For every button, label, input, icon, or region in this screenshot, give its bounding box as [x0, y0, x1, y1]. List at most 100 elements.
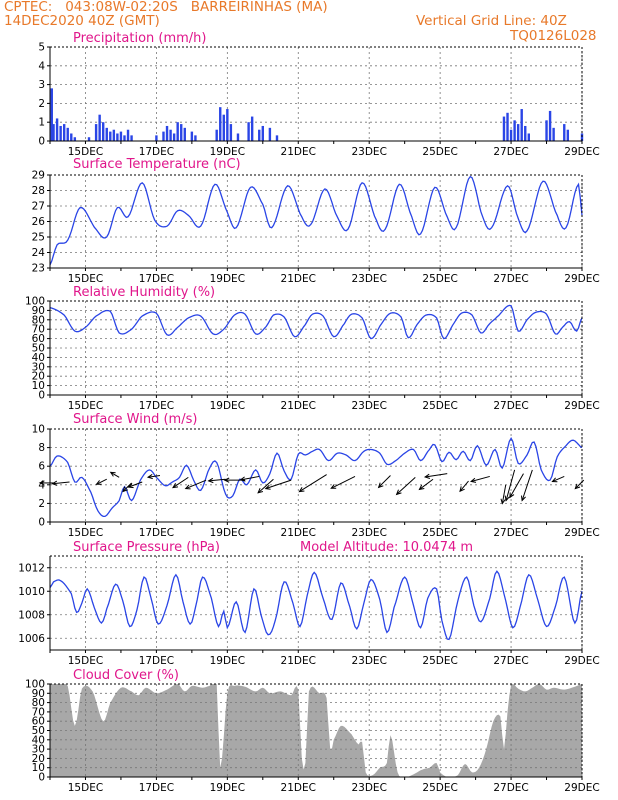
wind-arrow-head — [172, 483, 179, 489]
y-tick-label: 10 — [32, 380, 45, 392]
y-tick-label: 70 — [32, 324, 45, 336]
precip-bar — [155, 135, 158, 141]
series-line — [49, 304, 583, 340]
wind-arrow — [552, 475, 565, 482]
header-date: 14DEC2020 40Z (GMT) — [4, 13, 160, 29]
y-tick-label: 30 — [32, 361, 45, 373]
precip-bar — [215, 129, 218, 141]
wind-arrow-head — [264, 484, 271, 490]
precip-bar — [563, 124, 566, 141]
x-tick-label: 19DEC — [210, 782, 245, 794]
wind-arrow — [185, 479, 207, 490]
precip-bar — [194, 135, 197, 141]
x-tick-label: 25DEC — [422, 146, 457, 158]
wind-arrow-head — [38, 480, 45, 486]
panel-title: Cloud Cover (%) — [73, 668, 179, 683]
precip-bar — [73, 137, 77, 141]
x-tick-label: 15DEC — [68, 527, 103, 539]
wind-arrow-head — [551, 477, 558, 483]
wind-arrow-head — [459, 486, 465, 493]
x-tick-label: 21DEC — [281, 400, 316, 412]
y-tick-label: 100 — [25, 679, 45, 691]
wind-arrow — [122, 482, 132, 492]
x-tick-label: 17DEC — [139, 527, 174, 539]
panel-4: Surface Wind (m/s) 0 2 4 6 8 10 15DEC 17DEC 19DEC… — [32, 412, 600, 539]
y-tick-label: 5 — [38, 42, 45, 54]
wind-arrow — [501, 484, 507, 504]
x-tick-label: 25DEC — [422, 527, 457, 539]
y-tick-label: 1006 — [18, 633, 45, 645]
precip-bar — [548, 110, 552, 141]
wind-arrow — [470, 475, 490, 483]
x-tick-label: 29DEC — [564, 400, 599, 412]
x-tick-label: 23DEC — [351, 146, 386, 158]
x-tick-label: 17DEC — [139, 400, 174, 412]
wind-arrow-head — [223, 477, 230, 483]
x-tick-label: 15DEC — [68, 273, 103, 285]
y-tick-label: 50 — [32, 725, 45, 737]
precip-bar — [506, 112, 509, 141]
precip-bar — [250, 116, 254, 141]
wind-arrow — [172, 476, 189, 488]
wind-arrow-head — [184, 484, 191, 490]
y-tick-label: 0 — [38, 390, 45, 402]
panel-2: Surface Temperature (nC) 23 24 25 26 27 28 29 15… — [32, 157, 600, 285]
y-tick-label: 4 — [38, 60, 45, 72]
wind-arrow — [459, 480, 469, 492]
x-tick-label: 15DEC — [68, 655, 103, 667]
y-tick-label: 8 — [38, 442, 45, 454]
wind-arrow-head — [109, 471, 116, 477]
wind-arrow-head — [469, 477, 477, 483]
y-tick-label: 2 — [38, 98, 45, 110]
y-tick-label: 80 — [32, 697, 45, 709]
x-tick-label: 19DEC — [210, 655, 245, 667]
header-grid-line: Vertical Grid Line: 40Z — [416, 13, 567, 29]
y-tick-label: 50 — [32, 343, 45, 355]
x-tick-label: 19DEC — [210, 146, 245, 158]
x-tick-label: 21DEC — [281, 655, 316, 667]
wind-arrow — [240, 475, 260, 481]
y-tick-label: 23 — [32, 263, 45, 275]
x-tick-label: 23DEC — [351, 782, 386, 794]
x-tick-label: 29DEC — [564, 655, 599, 667]
precip-bar — [169, 129, 172, 141]
wind-arrow-head — [500, 498, 506, 505]
panel-title: Surface Temperature (nC) — [73, 157, 241, 172]
y-tick-label: 1010 — [18, 586, 45, 598]
y-tick-label: 28 — [32, 185, 45, 197]
x-tick-label: 17DEC — [139, 782, 174, 794]
wind-arrow — [378, 475, 391, 488]
x-tick-label: 25DEC — [422, 273, 457, 285]
precip-bar — [130, 135, 133, 141]
y-tick-label: 10 — [32, 424, 45, 436]
precip-bar — [502, 116, 506, 141]
wind-arrow — [208, 478, 226, 482]
panel-annotation: Model Altitude: 10.0474 m — [300, 540, 473, 555]
wind-arrow-head — [574, 483, 581, 490]
series-line — [49, 175, 583, 266]
series-line — [49, 436, 583, 518]
precip-bar — [183, 127, 186, 141]
precip-bar — [102, 122, 105, 141]
precip-bar — [59, 125, 62, 141]
y-tick-label: 40 — [32, 734, 45, 746]
wind-arrow — [265, 479, 292, 490]
wind-arrow-head — [122, 486, 128, 493]
y-tick-label: 2 — [38, 498, 45, 510]
wind-arrow-head — [423, 473, 431, 479]
precip-bar — [52, 124, 55, 141]
precip-bar — [226, 109, 229, 141]
precip-bar — [509, 129, 513, 141]
wind-arrow — [110, 471, 120, 478]
y-tick-label: 4 — [38, 479, 45, 491]
panel-title: Surface Wind (m/s) — [73, 412, 197, 427]
wind-arrow-head — [395, 489, 402, 496]
precip-bar — [109, 131, 112, 141]
wind-arrow — [419, 478, 434, 490]
y-tick-label: 30 — [32, 744, 45, 756]
precip-bar — [516, 124, 520, 141]
precip-bar — [62, 124, 66, 141]
y-tick-label: 24 — [32, 247, 46, 259]
precip-bar — [524, 125, 527, 141]
y-tick-label: 25 — [32, 232, 45, 244]
